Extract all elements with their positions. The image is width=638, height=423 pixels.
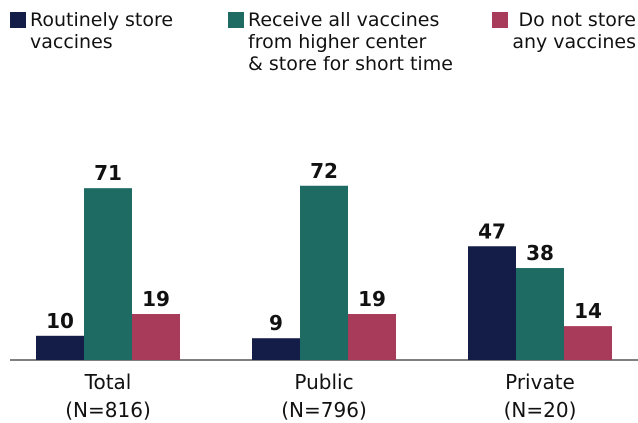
x-tick-label: Public (N=796) [281, 370, 367, 422]
value-label: 47 [478, 219, 506, 243]
bar [516, 268, 564, 360]
legend-swatch [10, 12, 26, 28]
legend-swatch [492, 12, 508, 28]
value-label: 71 [94, 161, 122, 185]
bar [252, 338, 300, 360]
legend-swatch [228, 12, 244, 28]
value-label: 14 [574, 299, 602, 323]
value-label: 38 [526, 241, 554, 265]
value-label: 19 [358, 287, 386, 311]
x-tick-label: Private (N=20) [503, 370, 577, 422]
bar [348, 314, 396, 360]
legend-label: Do not store any vaccines [512, 9, 636, 53]
legend-label: Routinely store vaccines [30, 9, 174, 53]
bar [132, 314, 180, 360]
value-label: 10 [46, 309, 74, 333]
x-tick-label: Total (N=816) [65, 370, 151, 422]
bar [564, 326, 612, 360]
value-label: 72 [310, 159, 338, 183]
bar [84, 188, 132, 360]
bar [300, 185, 348, 360]
value-label: 9 [269, 311, 283, 335]
bar [468, 246, 516, 360]
value-label: 19 [142, 287, 170, 311]
legend-label: Receive all vaccines from higher center … [248, 9, 453, 75]
bar [36, 335, 84, 360]
